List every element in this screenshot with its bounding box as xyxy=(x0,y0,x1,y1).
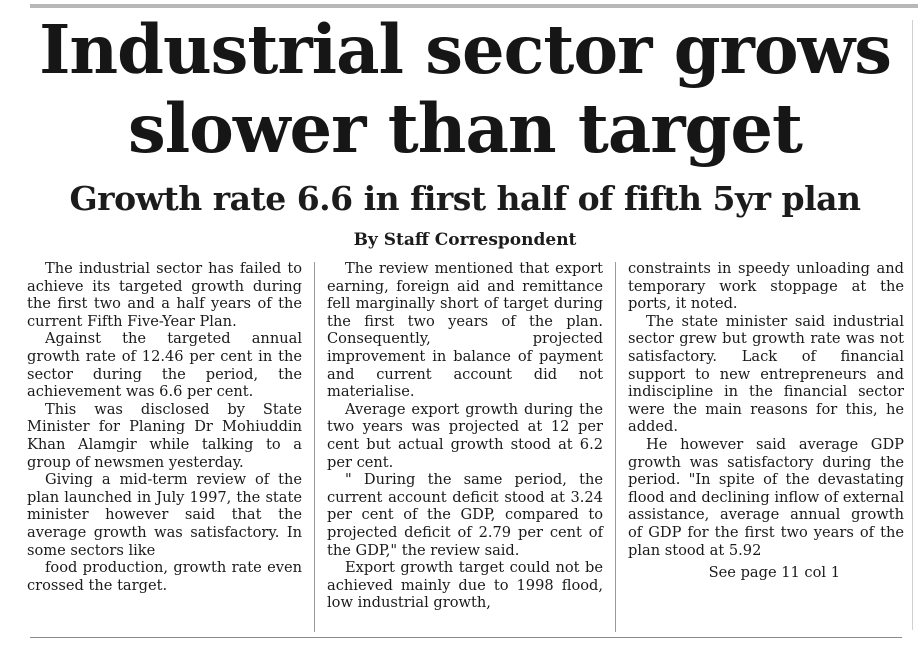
paragraph: Average export growth during the two yea… xyxy=(327,400,603,471)
headline: Industrial sector grows slower than targ… xyxy=(0,10,920,168)
headline-line-1: Industrial sector grows xyxy=(39,10,892,89)
paragraph: Giving a mid-term review of the plan lau… xyxy=(27,471,302,559)
continuation-note: See page 11 col 1 xyxy=(708,564,840,582)
article-column-1: The industrial sector has failed to achi… xyxy=(27,260,302,594)
bottom-rule xyxy=(30,637,902,638)
paragraph: Export growth target could not be achiev… xyxy=(327,559,603,612)
headline-line-2: slower than target xyxy=(128,89,803,168)
paragraph: food production, growth rate even crosse… xyxy=(27,559,302,594)
column-divider xyxy=(314,262,315,632)
column-divider xyxy=(615,262,616,632)
article-column-3: constraints in speedy unloading and temp… xyxy=(628,260,904,582)
paragraph: The state minister said industrial secto… xyxy=(628,312,904,436)
subheadline: Growth rate 6.6 in first half of fifth 5… xyxy=(69,179,862,218)
paragraph: " During the same period, the current ac… xyxy=(327,471,603,559)
top-rule xyxy=(30,4,918,8)
page-edge-rule xyxy=(912,20,913,630)
paragraph: He however said average GDP growth was s… xyxy=(628,435,904,559)
paragraph: The industrial sector has failed to achi… xyxy=(27,260,302,330)
byline: By Staff Correspondent xyxy=(353,230,577,250)
paragraph: This was disclosed by State Minister for… xyxy=(27,400,302,471)
paragraph: The review mentioned that export earning… xyxy=(327,260,603,401)
paragraph: constraints in speedy unloading and temp… xyxy=(628,260,904,313)
paragraph: Against the targeted annual growth rate … xyxy=(27,330,302,401)
article-column-2: The review mentioned that export earning… xyxy=(327,260,603,612)
